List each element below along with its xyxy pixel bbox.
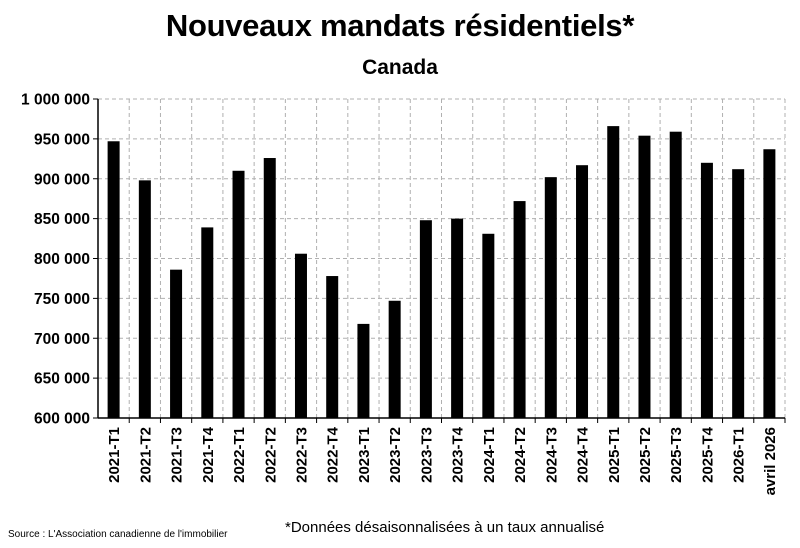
x-tick-label: 2024-T1 — [481, 427, 498, 483]
bar — [388, 300, 401, 418]
x-tick-label: 2022-T2 — [262, 427, 279, 483]
x-tick-label: 2024-T4 — [575, 426, 592, 483]
bar — [763, 149, 776, 418]
chart-title: Nouveaux mandats résidentiels* — [165, 8, 635, 43]
x-tick-label: 2022-T4 — [325, 426, 342, 483]
bars — [107, 126, 776, 419]
x-tick-label: 2025-T1 — [606, 427, 623, 483]
y-tick-label: 1 000 000 — [21, 92, 90, 109]
bar — [294, 253, 307, 418]
x-tick-label: 2025-T2 — [637, 427, 654, 483]
bar — [263, 158, 276, 418]
y-tick-label: 750 000 — [34, 291, 90, 308]
axes — [93, 98, 786, 423]
y-tick-label: 850 000 — [34, 211, 90, 228]
x-tick-label: 2021-T4 — [200, 426, 217, 483]
bar — [607, 126, 620, 419]
chart-subtitle: Canada — [362, 56, 438, 79]
x-tick-label: 2023-T3 — [418, 427, 435, 483]
bar — [732, 169, 745, 418]
footnote: *Données désaisonnalisées à un taux annu… — [285, 519, 605, 536]
x-tick-label: 2021-T1 — [106, 427, 123, 483]
x-tick-label: avril 2026 — [762, 427, 779, 495]
y-tick-label: 600 000 — [34, 411, 90, 428]
bar — [326, 276, 339, 418]
source-note: Source : L'Association canadienne de l'i… — [8, 529, 228, 540]
bar — [138, 180, 151, 418]
bar — [232, 170, 245, 418]
bar — [513, 201, 526, 418]
y-tick-label: 900 000 — [34, 171, 90, 188]
bar — [482, 233, 495, 418]
bar — [357, 323, 370, 418]
bar — [107, 141, 120, 418]
bar — [419, 220, 432, 418]
x-tick-label: 2023-T1 — [356, 427, 373, 483]
y-tick-label: 700 000 — [34, 331, 90, 348]
bar — [451, 218, 464, 418]
x-tick-label: 2022-T3 — [293, 427, 310, 483]
x-tick-label: 2025-T4 — [699, 426, 716, 483]
bar — [700, 162, 713, 418]
x-tick-label: 2025-T3 — [668, 427, 685, 483]
y-tick-label: 650 000 — [34, 371, 90, 388]
bar — [638, 135, 651, 418]
bar — [201, 227, 214, 418]
x-tick-label: 2021-T3 — [169, 427, 186, 483]
x-tick-label: 2022-T1 — [231, 427, 248, 483]
bar — [170, 269, 183, 418]
y-tick-label: 950 000 — [34, 131, 90, 148]
y-tick-label: 800 000 — [34, 251, 90, 268]
x-tick-label: 2023-T2 — [387, 427, 404, 483]
y-tick-labels: 600 000 650 000 700 000 750 000 800 000 850 0… — [21, 92, 90, 428]
x-tick-label: 2026-T1 — [731, 427, 748, 483]
bar — [669, 131, 682, 418]
gridlines — [98, 98, 786, 418]
x-tick-label: 2024-T3 — [543, 427, 560, 483]
bar — [576, 165, 589, 418]
bar — [544, 177, 557, 418]
x-tick-label: 2024-T2 — [512, 427, 529, 483]
x-tick-label: 2023-T4 — [450, 426, 467, 483]
x-tick-labels: 2021-T1 2021-T2 2021-T3 2021-T4 2022-T1 2022-… — [106, 426, 779, 495]
x-tick-label: 2021-T2 — [137, 427, 154, 483]
